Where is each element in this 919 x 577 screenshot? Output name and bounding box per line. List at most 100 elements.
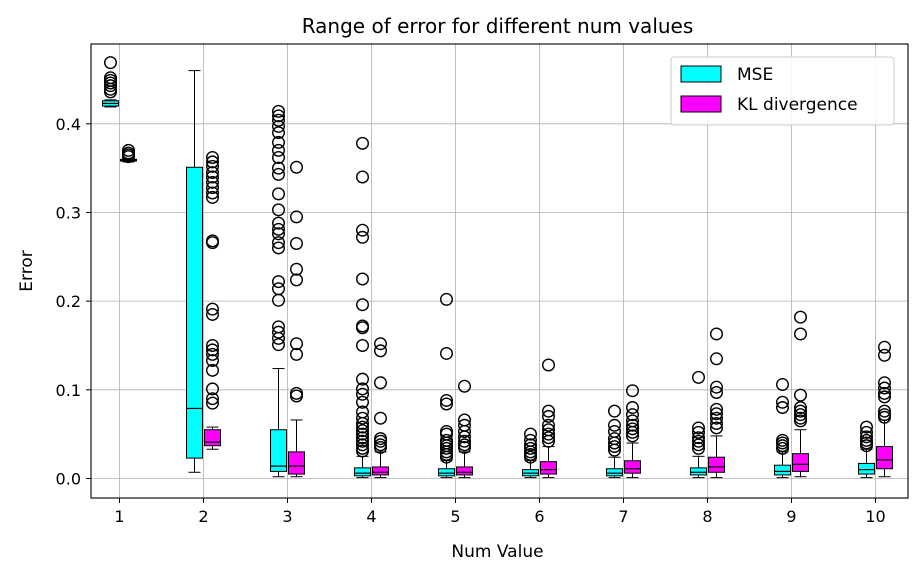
outlier-point [356, 395, 370, 409]
outlier-point [272, 331, 286, 345]
kl-divergence-box-2 [204, 150, 221, 450]
outlier-point [205, 338, 219, 352]
outlier-point [710, 417, 724, 431]
outlier-point [290, 237, 304, 251]
outlier-point [290, 273, 304, 287]
y-axis-label: Error [17, 250, 37, 291]
plot-frame [90, 43, 909, 499]
iqr-box [690, 467, 707, 476]
mse-box-7 [606, 404, 623, 479]
y-tick-label: 0.1 [56, 381, 81, 400]
kl-divergence-box-5 [456, 379, 473, 479]
outlier-point [272, 236, 286, 250]
outlier-point [608, 418, 622, 432]
outlier-point [692, 370, 706, 384]
outlier-point [205, 166, 219, 180]
outlier-point [440, 393, 454, 407]
outlier-point [710, 402, 724, 416]
outlier-point [878, 410, 892, 424]
outlier-point [878, 376, 892, 390]
iqr-box [438, 468, 455, 477]
outlier-point [542, 358, 556, 372]
outlier-point [374, 337, 388, 351]
outlier-point [272, 338, 286, 352]
y-tick-label: 0.0 [56, 469, 81, 488]
outlier-point [205, 186, 219, 200]
mse-box-1 [102, 56, 119, 108]
outlier-point [860, 439, 874, 453]
x-tick-label: 5 [450, 507, 460, 526]
outlier-point [542, 418, 556, 432]
outlier-point [710, 352, 724, 366]
outlier-point [356, 411, 370, 425]
outlier-point [524, 427, 538, 441]
iqr-box [876, 446, 893, 470]
outlier-point [272, 187, 286, 201]
outlier-point [878, 386, 892, 400]
outlier-point [272, 161, 286, 175]
outlier-point [524, 441, 538, 455]
outlier-point [692, 441, 706, 455]
outlier-point [272, 241, 286, 255]
outlier-point [205, 392, 219, 406]
outlier-point [103, 85, 117, 99]
outlier-point [290, 389, 304, 403]
y-tick-label: 0.2 [56, 292, 81, 311]
outlier-point [205, 354, 219, 368]
outlier-point [290, 337, 304, 351]
outlier-point [860, 425, 874, 439]
iqr-box [372, 466, 389, 476]
outlier-point [542, 427, 556, 441]
outlier-point [458, 440, 472, 454]
outlier-point [356, 427, 370, 441]
outlier-point [356, 417, 370, 431]
y-tick-label: 0.4 [56, 115, 81, 134]
outlier-point [710, 421, 724, 435]
outlier-point [710, 327, 724, 341]
outlier-point [374, 440, 388, 454]
iqr-box [456, 466, 473, 476]
outlier-point [608, 436, 622, 450]
outlier-point [356, 272, 370, 286]
outlier-point [272, 150, 286, 164]
outlier-point [440, 292, 454, 306]
outlier-point [626, 429, 640, 443]
outlier-point [524, 438, 538, 452]
legend-swatch-kl-divergence [680, 95, 722, 113]
outlier-point [356, 431, 370, 445]
outlier-point [794, 404, 808, 418]
outlier-point [121, 150, 135, 164]
outlier-point [272, 113, 286, 127]
x-tick-label: 9 [786, 507, 796, 526]
outlier-point [374, 434, 388, 448]
legend-swatch-mse [680, 65, 722, 83]
outlier-point [878, 348, 892, 362]
outlier-point [290, 210, 304, 224]
outlier-point [356, 136, 370, 150]
kl-divergence-box-10 [876, 340, 893, 478]
kl-divergence-box-4 [372, 337, 389, 479]
kl-divergence-box-8 [708, 327, 725, 479]
outlier-point [608, 443, 622, 457]
kl-divergence-box-3 [288, 160, 305, 478]
legend-label-mse: MSE [737, 65, 773, 85]
outlier-point [692, 431, 706, 445]
kl-divergence-box-1 [120, 143, 137, 164]
outlier-point [608, 440, 622, 454]
outlier-point [878, 340, 892, 354]
outlier-point [103, 56, 117, 70]
outlier-point [860, 430, 874, 444]
outlier-point [356, 420, 370, 434]
outlier-point [692, 425, 706, 439]
y-tick-label: 0.3 [56, 203, 81, 222]
outlier-point [205, 236, 219, 250]
x-tick-label: 2 [198, 507, 208, 526]
outlier-point [272, 143, 286, 157]
outlier-point [692, 421, 706, 435]
iqr-box [540, 461, 557, 475]
mse-box-4 [354, 136, 371, 479]
outlier-point [356, 382, 370, 396]
iqr-box [186, 166, 203, 459]
chart-title: Range of error for different num values [302, 14, 694, 38]
